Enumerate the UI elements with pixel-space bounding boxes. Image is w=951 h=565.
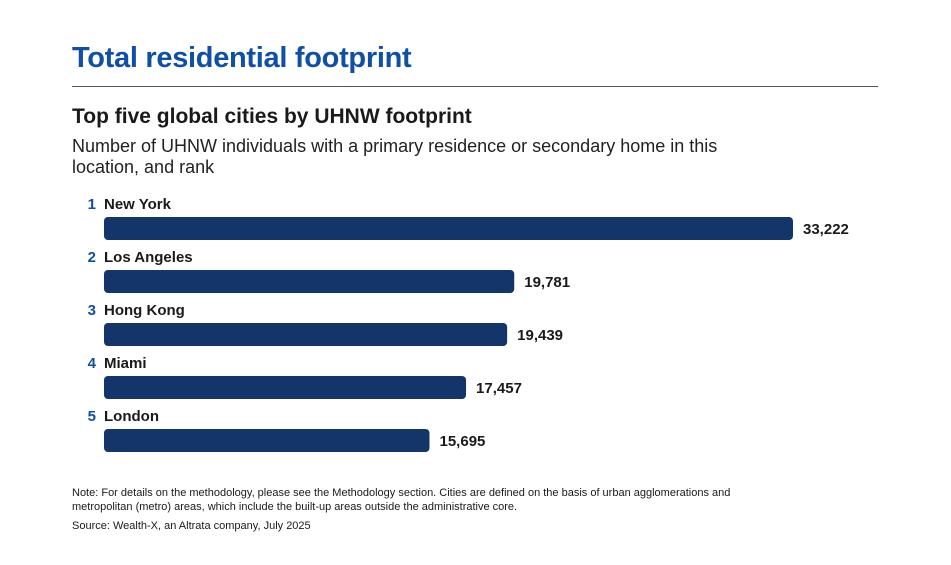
category-label: New York [104, 196, 172, 213]
chart-subtitle: Number of UHNW individuals with a primar… [72, 136, 718, 177]
category-label: Los Angeles [104, 249, 193, 266]
rank-label: 3 [88, 302, 96, 319]
chart-title: Top five global cities by UHNW footprint [72, 105, 472, 128]
bar [104, 323, 508, 346]
bar-chart: 1 New York 33,222 2 Los Angeles 19,781 3 Hong K… [88, 196, 849, 452]
bar [104, 270, 515, 293]
value-label: 19,439 [517, 327, 563, 344]
bar [104, 376, 467, 399]
value-label: 19,781 [524, 274, 570, 291]
rank-label: 5 [88, 408, 96, 425]
category-label: Hong Kong [104, 302, 185, 319]
source-note: Source: Wealth-X, an Altrata company, Ju… [72, 520, 311, 532]
value-label: 17,457 [476, 380, 522, 397]
rank-label: 1 [88, 196, 96, 213]
bar [104, 217, 793, 240]
value-label: 33,222 [803, 221, 849, 238]
category-label: London [104, 408, 159, 425]
value-label: 15,695 [440, 433, 486, 450]
rank-label: 2 [88, 249, 96, 266]
footnote: Note: For details on the methodology, pl… [72, 487, 731, 513]
title-divider [72, 86, 878, 87]
rank-label: 4 [88, 355, 97, 372]
category-label: Miami [104, 355, 147, 372]
page-title: Total residential footprint [72, 42, 412, 74]
bar [104, 429, 430, 452]
